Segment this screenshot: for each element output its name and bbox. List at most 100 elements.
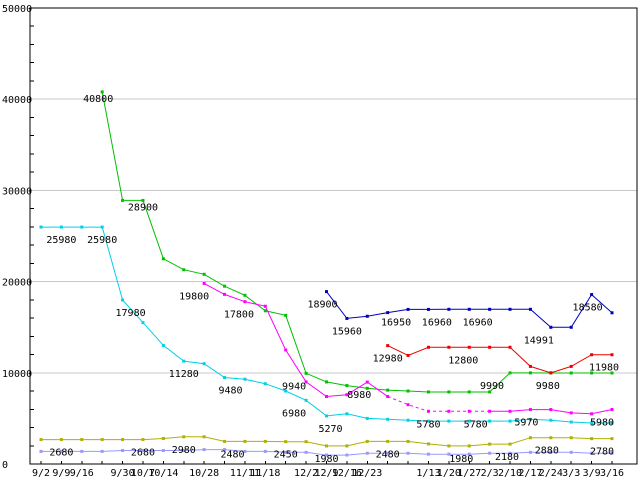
point-label: 9990: [480, 381, 504, 392]
x-tick-label: 3/3: [562, 468, 580, 479]
series-cyan-marker: [488, 419, 492, 423]
point-label: 1980: [449, 454, 473, 465]
point-label: 28900: [128, 202, 158, 213]
series-green-marker: [100, 90, 104, 94]
series-green-marker: [426, 390, 430, 394]
series-magenta-marker: [365, 380, 369, 384]
series-magenta-marker: [467, 409, 471, 413]
series-olive-marker: [161, 436, 165, 440]
point-label: 9480: [218, 386, 242, 397]
series-olive-marker: [121, 438, 125, 442]
point-label: 12800: [448, 355, 478, 366]
series-periwinkle-marker: [488, 451, 492, 455]
series-olive-marker: [304, 440, 308, 444]
series-red-marker: [590, 353, 594, 357]
series-red-marker: [508, 345, 512, 349]
point-label: 6980: [282, 408, 306, 419]
point-label: 11980: [589, 363, 619, 374]
x-tick-label: 2/24: [539, 468, 563, 479]
series-olive-marker: [528, 436, 532, 440]
series-periwinkle-marker: [325, 453, 328, 457]
series-green-marker: [406, 389, 410, 393]
series-olive-marker: [59, 438, 63, 442]
series-cyan-marker: [100, 225, 104, 229]
series-green-marker: [243, 293, 247, 297]
x-tick-label: 12/9: [314, 468, 338, 479]
series-red-marker: [528, 364, 532, 368]
series-periwinkle-marker: [610, 451, 614, 455]
x-tick-label: 12/2: [294, 468, 318, 479]
series-olive-marker: [39, 438, 43, 442]
series-cyan-marker: [528, 417, 532, 421]
series-olive-marker: [386, 439, 390, 443]
series-cyan-marker: [447, 419, 451, 423]
series-navy-marker: [590, 293, 594, 297]
point-label: 5970: [514, 418, 538, 429]
series-red-marker: [549, 371, 553, 375]
series-olive-marker: [141, 438, 145, 442]
series-olive-marker: [426, 442, 430, 446]
series-green-marker: [325, 380, 328, 384]
series-periwinkle-marker: [284, 450, 288, 454]
point-label: 15960: [332, 326, 362, 337]
x-tick-label: 1/27: [457, 468, 481, 479]
x-tick-label: 2/17: [518, 468, 542, 479]
series-cyan-marker: [386, 417, 390, 421]
x-tick-label: 1/20: [437, 468, 461, 479]
series-cyan-marker: [182, 359, 186, 363]
point-label: 12980: [373, 354, 403, 365]
series-navy-marker: [345, 316, 349, 320]
point-label: 5780: [464, 419, 488, 430]
point-label: 2480: [220, 449, 244, 460]
series-navy-marker: [508, 307, 512, 311]
series-green-marker: [182, 268, 186, 272]
series-olive-marker: [590, 437, 594, 441]
series-olive-marker: [325, 444, 328, 448]
series-magenta-marker: [284, 348, 288, 352]
series-cyan-marker: [325, 414, 328, 418]
series-green-marker: [202, 272, 206, 276]
series-periwinkle-marker: [508, 451, 512, 455]
series-red-marker: [488, 345, 492, 349]
series-periwinkle-marker: [243, 449, 247, 453]
point-label: 2180: [495, 452, 519, 463]
point-label: 9980: [536, 381, 560, 392]
series-navy-marker: [528, 307, 532, 311]
x-tick-label: 9/30: [111, 468, 135, 479]
series-magenta-marker: [325, 395, 328, 399]
point-label: 40800: [83, 94, 113, 105]
series-red-marker: [426, 345, 430, 349]
point-label: 17980: [116, 308, 146, 319]
point-label: 2980: [172, 445, 196, 456]
point-label: 25980: [87, 235, 117, 246]
series-olive-marker: [80, 438, 84, 442]
series-periwinkle-marker: [100, 449, 104, 453]
series-periwinkle-marker: [345, 453, 349, 457]
series-periwinkle-marker: [263, 449, 267, 453]
point-label: 16950: [381, 317, 411, 328]
series-green-marker: [141, 198, 145, 202]
series-olive-marker: [284, 440, 288, 444]
series-periwinkle-marker: [365, 451, 369, 455]
series-green-marker: [488, 390, 492, 394]
series-navy-marker: [325, 290, 328, 294]
series-magenta-marker: [345, 393, 349, 397]
series-red-line: [387, 345, 612, 374]
series-cyan-marker: [365, 416, 369, 420]
series-magenta-marker: [488, 409, 492, 413]
series-green-marker: [528, 371, 532, 375]
series-green-marker: [284, 313, 288, 317]
point-label: 1980: [314, 454, 338, 465]
series-cyan-marker: [508, 419, 512, 423]
x-tick-label: 2/10: [498, 468, 522, 479]
point-label: 2680: [49, 448, 73, 459]
series-cyan-marker: [161, 343, 165, 347]
series-green-marker: [121, 198, 125, 202]
series-cyan-marker: [59, 225, 63, 229]
y-tick-label: 0: [2, 460, 8, 471]
x-tick-label: 3/9: [583, 468, 601, 479]
series-green-marker: [345, 384, 349, 388]
point-label: 9940: [282, 381, 306, 392]
series-cyan-marker: [121, 298, 125, 302]
series-olive-marker: [488, 442, 492, 446]
